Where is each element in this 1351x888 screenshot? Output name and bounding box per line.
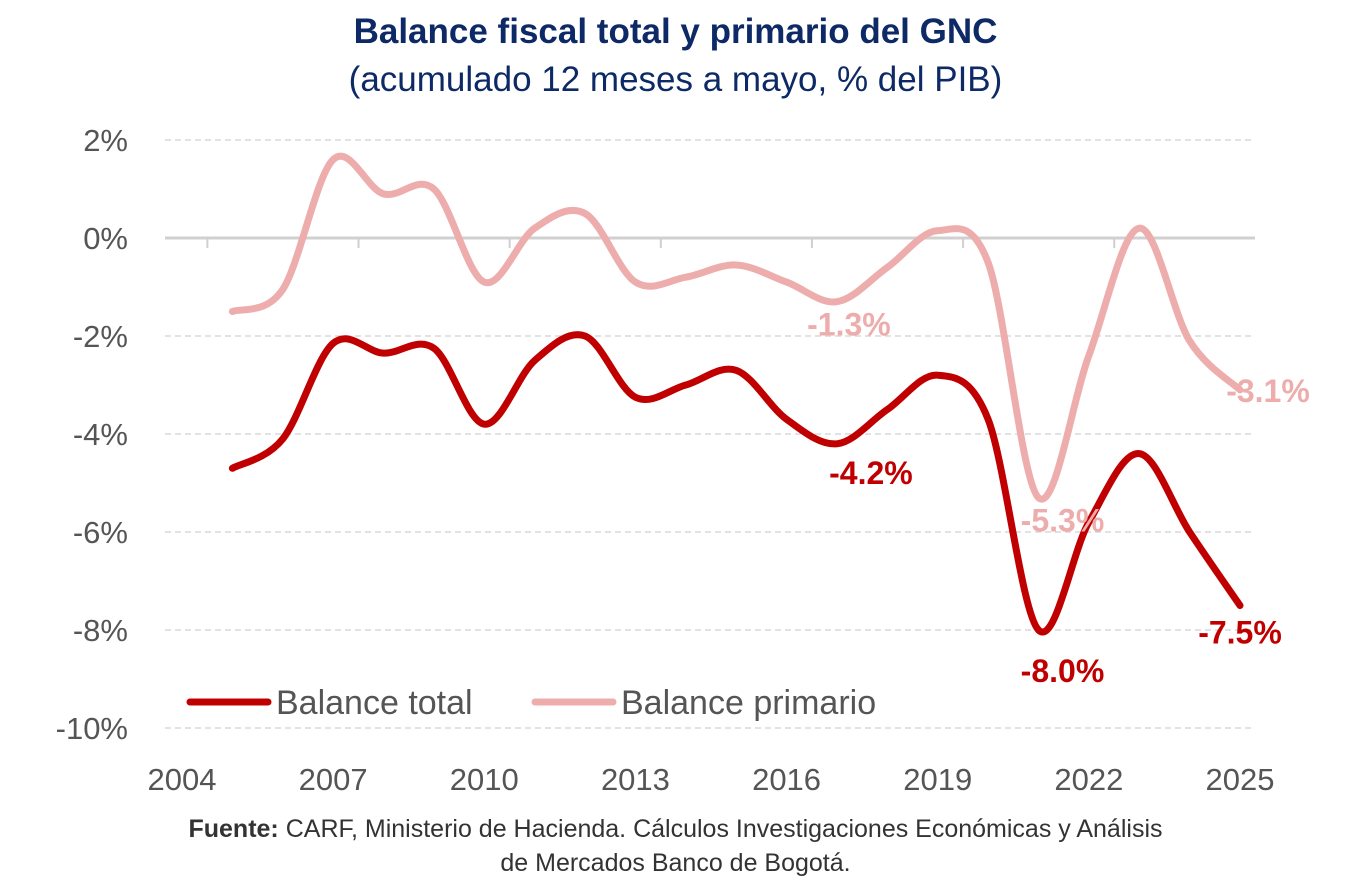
y-tick-label: -10% (56, 711, 128, 746)
series-line-balance-primario (228, 153, 1244, 503)
x-tick-label: 2007 (299, 762, 368, 797)
data-label: -3.1% (1226, 373, 1310, 409)
y-tick-label: 2% (83, 123, 128, 158)
x-tick-label: 2016 (752, 762, 821, 797)
source-label: Fuente: (188, 815, 279, 843)
y-tick-label: -2% (73, 319, 128, 354)
chart-subtitle: (acumulado 12 meses a mayo, % del PIB) (348, 60, 1003, 99)
series-line-balance-total (228, 331, 1244, 636)
y-tick-label: -4% (73, 417, 128, 452)
source-note-line2: de Mercados Banco de Bogotá. (500, 849, 851, 877)
data-label: -8.0% (1021, 653, 1105, 689)
legend-label: Balance primario (621, 684, 876, 722)
y-tick-label: 0% (83, 221, 128, 256)
chart-title: Balance fiscal total y primario del GNC (353, 12, 998, 51)
source-text: CARF, Ministerio de Hacienda. Cálculos I… (278, 815, 1163, 843)
x-tick-label: 2025 (1206, 762, 1275, 797)
x-tick-label: 2013 (601, 762, 670, 797)
data-label: -7.5% (1198, 615, 1282, 651)
x-tick-label: 2019 (903, 762, 972, 797)
data-label: -1.3% (807, 307, 891, 343)
source-note: Fuente: CARF, Ministerio de Hacienda. Cá… (0, 812, 1351, 846)
data-label: -4.2% (829, 455, 913, 491)
legend-label: Balance total (276, 684, 473, 722)
x-tick-label: 2010 (450, 762, 519, 797)
x-tick-label: 2022 (1054, 762, 1123, 797)
y-tick-label: -8% (73, 613, 128, 648)
y-tick-label: -6% (73, 515, 128, 550)
x-tick-label: 2004 (148, 762, 217, 797)
data-label: -5.3% (1021, 503, 1105, 539)
